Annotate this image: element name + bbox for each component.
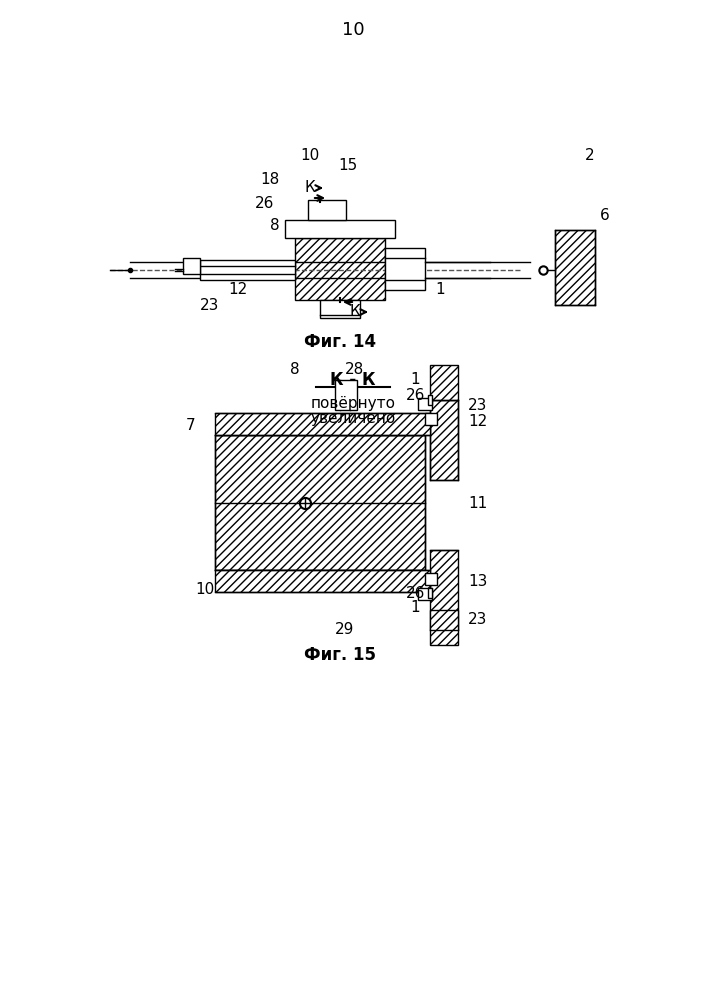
Bar [215,570,430,592]
Bar [425,573,437,585]
Bar [200,260,295,280]
Text: К: К [350,304,361,320]
Text: Фиг. 14: Фиг. 14 [304,333,376,351]
Bar [215,413,430,435]
Bar [308,200,346,220]
Bar [295,238,385,300]
Bar [428,395,432,405]
Text: К - К: К - К [330,371,376,389]
Text: 13: 13 [468,574,487,589]
Text: 7: 7 [185,418,195,432]
Bar [430,365,458,400]
Bar [418,588,432,600]
Text: 10: 10 [196,582,215,597]
Text: 6: 6 [600,208,610,223]
Bar [430,400,458,480]
Bar [285,220,395,238]
Bar [183,258,200,274]
Text: К: К [305,180,315,196]
Bar [320,300,360,318]
Text: 18: 18 [260,172,280,188]
Text: 23: 23 [468,612,487,628]
Text: 26: 26 [255,196,275,211]
Bar [215,435,425,570]
Text: 1: 1 [410,599,420,614]
Text: 8: 8 [270,218,280,232]
Text: Фиг. 15: Фиг. 15 [304,646,376,664]
Text: 29: 29 [335,622,355,638]
Text: увеличено: увеличено [310,412,396,426]
Bar [430,550,458,630]
Polygon shape [555,230,595,305]
Text: 2: 2 [585,147,595,162]
Text: 10: 10 [341,21,364,39]
Text: 1: 1 [410,372,420,387]
Text: 26: 26 [407,585,426,600]
Text: 15: 15 [339,157,358,172]
Text: 23: 23 [468,397,487,412]
Bar [428,588,432,598]
Text: 28: 28 [346,362,365,377]
Text: 1: 1 [436,282,445,298]
Bar [335,380,357,410]
Text: 11: 11 [468,495,487,510]
Text: 23: 23 [200,298,220,312]
Text: 12: 12 [228,282,247,298]
Text: 12: 12 [468,414,487,430]
Bar [418,398,432,410]
Text: 26: 26 [407,388,426,403]
Bar [430,610,458,645]
Text: 8: 8 [290,362,300,377]
Bar [385,248,425,290]
Text: повёрнуто: повёрнуто [310,395,395,411]
Text: 10: 10 [300,147,320,162]
Bar [425,413,437,425]
